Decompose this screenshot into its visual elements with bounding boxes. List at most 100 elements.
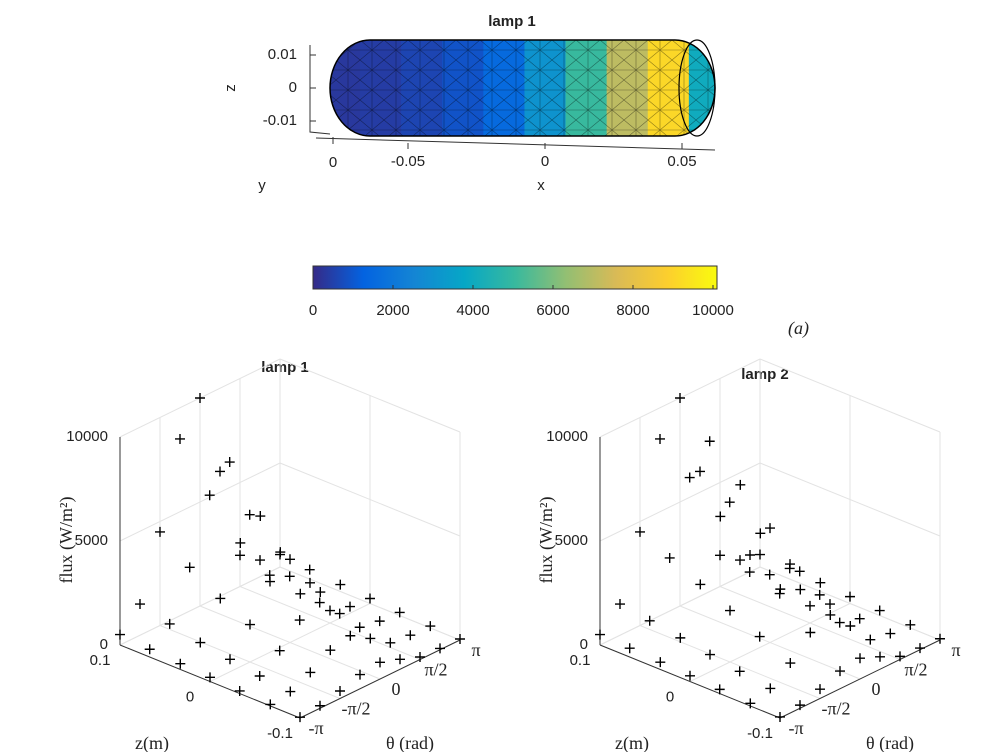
- flux-point: [715, 511, 726, 522]
- flux-point: [235, 550, 245, 561]
- flux-point: [714, 684, 725, 695]
- flux-point: [215, 593, 226, 604]
- flux-point: [455, 634, 465, 645]
- flux-point: [695, 466, 705, 477]
- x-axis-label: θ (rad): [866, 733, 914, 752]
- flux-point: [795, 700, 805, 711]
- flux-point: [285, 686, 296, 697]
- flux-point: [805, 600, 815, 611]
- z-tick-label: 0: [580, 636, 588, 653]
- flux-point: [805, 627, 816, 638]
- title: lamp 1: [488, 13, 536, 30]
- flux-point: [775, 584, 786, 595]
- flux-point: [905, 619, 916, 630]
- flux-point: [835, 666, 845, 677]
- y-tick-label: 0.1: [570, 652, 591, 669]
- x-tick-label: -0.05: [391, 153, 425, 170]
- grid-line: [599, 566, 761, 646]
- flux-point: [345, 630, 356, 641]
- x-tick-label: π/2: [904, 660, 927, 680]
- flux-point: [834, 617, 845, 628]
- x-tick-label: -π/2: [821, 699, 850, 719]
- top-panel: lamp 1 x y z (a) -0.05 0 0.05 0 -0.01 0 0.01 0 2…: [222, 13, 809, 339]
- flux-point: [935, 633, 945, 644]
- x-tick-label: -π: [308, 718, 323, 738]
- flux-point: [295, 712, 305, 723]
- title: lamp 1: [261, 359, 309, 376]
- x-tick-label: 0.05: [667, 153, 696, 170]
- y-axis-label: z(m): [135, 733, 169, 752]
- y-label: y: [258, 177, 266, 194]
- flux-point: [365, 633, 376, 644]
- flux-point: [755, 549, 765, 560]
- flux-point: [854, 613, 865, 624]
- colorbar-tick-label: 10000: [692, 302, 734, 319]
- flux-point: [765, 523, 775, 534]
- flux-point: [305, 667, 316, 678]
- flux-point: [814, 589, 825, 600]
- flux-point: [655, 657, 666, 668]
- colorbar: [312, 265, 718, 290]
- flux-point: [715, 550, 725, 561]
- flux-point: [644, 615, 655, 626]
- flux-point: [705, 649, 715, 660]
- flux-point: [284, 571, 295, 582]
- flux-point: [664, 552, 675, 563]
- flux-point: [725, 605, 735, 616]
- axis: [309, 45, 331, 135]
- flux-point: [325, 645, 336, 656]
- flux-point: [784, 563, 795, 574]
- y-tick-label: -0.1: [747, 725, 773, 742]
- flux-point: [764, 569, 775, 580]
- flux-point: [684, 472, 695, 483]
- cylinder-end: [678, 39, 716, 137]
- cylinder-mesh: [329, 39, 716, 137]
- z-tick-label: 0: [100, 636, 108, 653]
- flux-point: [595, 629, 605, 640]
- flux-point: [735, 479, 746, 490]
- title: lamp 2: [741, 366, 789, 383]
- flux-point: [335, 686, 345, 697]
- flux-point: [195, 637, 206, 648]
- x-tick-label: π/2: [424, 660, 447, 680]
- flux-point: [314, 597, 325, 608]
- axis: [299, 639, 461, 719]
- flux-point: [765, 683, 776, 694]
- colorbar-tick-label: 6000: [536, 302, 569, 319]
- flux-point: [274, 645, 285, 656]
- flux-point: [785, 658, 796, 669]
- grid-line: [209, 603, 371, 682]
- flux-point: [745, 698, 756, 709]
- flux-point: [754, 631, 765, 642]
- flux-point: [735, 555, 745, 566]
- flux-point: [895, 651, 905, 662]
- x-label: x: [537, 177, 545, 194]
- z-axis-label: flux (W/m²): [56, 497, 77, 584]
- flux-point: [305, 577, 315, 588]
- flux-point: [205, 672, 215, 683]
- axis: [315, 137, 716, 151]
- y-tick-label: -0.1: [267, 725, 293, 742]
- flux-point: [345, 601, 355, 612]
- flux-point: [395, 654, 405, 665]
- flux-point: [255, 511, 266, 522]
- flux-point: [685, 670, 695, 681]
- flux-point: [695, 579, 706, 590]
- flux-point: [724, 497, 735, 508]
- flux-point: [624, 643, 635, 654]
- flux-point: [394, 607, 405, 618]
- flux-point: [794, 566, 805, 577]
- flux-point: [295, 588, 306, 599]
- flux-point: [385, 637, 396, 648]
- flux-point: [375, 657, 385, 668]
- flux-point: [885, 628, 896, 639]
- flux-point: [425, 621, 436, 632]
- flux-point: [195, 393, 205, 403]
- x-tick-label: π: [471, 640, 480, 660]
- z-tick-label: 0.01: [268, 46, 297, 63]
- flux-point: [234, 685, 245, 696]
- x-tick-label: 0: [872, 679, 881, 699]
- flux-point: [254, 670, 265, 681]
